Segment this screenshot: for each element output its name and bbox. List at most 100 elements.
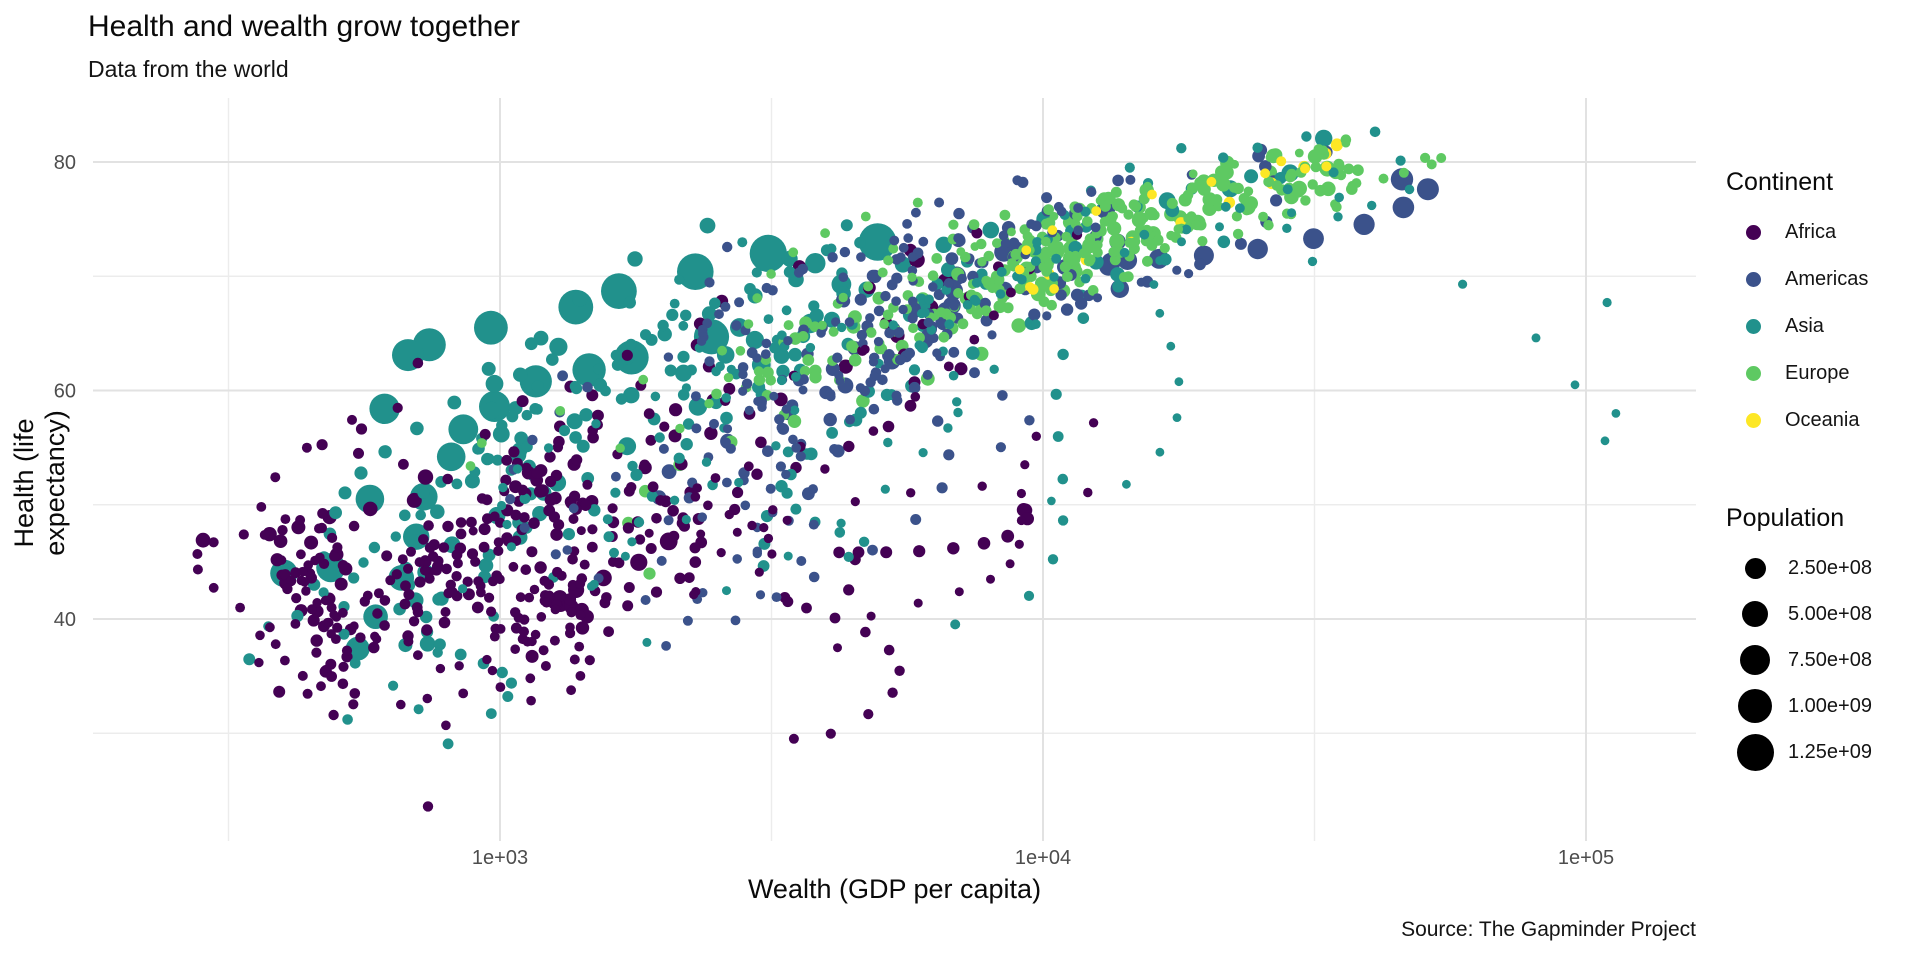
data-point bbox=[562, 545, 573, 555]
data-point bbox=[381, 550, 393, 562]
data-point bbox=[1136, 277, 1146, 287]
data-point bbox=[414, 576, 426, 588]
data-point bbox=[1128, 199, 1140, 210]
data-point bbox=[805, 342, 816, 353]
data-point bbox=[682, 418, 695, 430]
data-point bbox=[1247, 238, 1268, 260]
data-point bbox=[829, 444, 840, 455]
data-point bbox=[856, 394, 870, 408]
data-point bbox=[1025, 282, 1035, 292]
data-point bbox=[882, 420, 895, 433]
data-point bbox=[1082, 216, 1093, 227]
data-point bbox=[735, 346, 746, 356]
data-point bbox=[848, 353, 862, 367]
data-point bbox=[1188, 169, 1198, 179]
data-point bbox=[918, 236, 929, 247]
data-point bbox=[981, 275, 992, 286]
data-point bbox=[433, 555, 444, 567]
data-point bbox=[703, 500, 713, 511]
data-point bbox=[277, 525, 288, 536]
data-point bbox=[280, 655, 290, 666]
data-point bbox=[860, 626, 871, 638]
data-point bbox=[913, 598, 923, 608]
data-point bbox=[765, 483, 776, 494]
data-point bbox=[1215, 222, 1224, 232]
data-point bbox=[1177, 237, 1186, 247]
data-point bbox=[563, 593, 577, 606]
data-point bbox=[788, 434, 798, 445]
data-point bbox=[543, 443, 554, 453]
x-axis-title: Wealth (GDP per capita) bbox=[747, 874, 1042, 904]
data-point bbox=[986, 574, 995, 584]
data-point bbox=[1080, 206, 1091, 217]
legend-item-pop-1.00e+09: 1.00e+09 bbox=[1726, 683, 1872, 729]
data-point bbox=[928, 282, 938, 292]
data-point bbox=[1149, 280, 1159, 289]
data-point bbox=[265, 622, 275, 633]
population-key-cell bbox=[1726, 689, 1784, 723]
data-point bbox=[623, 296, 637, 309]
data-point bbox=[566, 685, 576, 696]
data-point bbox=[880, 484, 890, 494]
data-point bbox=[1047, 496, 1056, 506]
data-point bbox=[717, 345, 727, 356]
data-point bbox=[1263, 220, 1274, 231]
data-point bbox=[880, 364, 890, 374]
data-point bbox=[505, 494, 516, 505]
data-point bbox=[850, 497, 860, 507]
continent-key-cell bbox=[1726, 319, 1781, 334]
data-point bbox=[1112, 280, 1125, 293]
data-point bbox=[761, 338, 772, 349]
data-point bbox=[314, 523, 324, 534]
oceania-color-dot-icon bbox=[1746, 413, 1761, 428]
data-point bbox=[755, 590, 766, 600]
data-point bbox=[406, 492, 422, 508]
data-point bbox=[711, 388, 722, 400]
data-point bbox=[996, 266, 1007, 277]
data-point bbox=[936, 482, 948, 494]
data-point bbox=[867, 544, 878, 556]
data-point bbox=[625, 338, 637, 350]
data-point bbox=[661, 641, 671, 651]
continent-label: Africa bbox=[1785, 221, 1837, 243]
data-point bbox=[492, 454, 504, 466]
data-point bbox=[995, 289, 1006, 299]
africa-color-dot-icon bbox=[1746, 225, 1761, 240]
data-point bbox=[880, 546, 893, 559]
data-point bbox=[701, 457, 712, 467]
data-point bbox=[493, 537, 504, 547]
continent-label: Americas bbox=[1785, 268, 1869, 290]
data-point bbox=[615, 393, 628, 405]
population-legend-title: Population bbox=[1726, 504, 1845, 532]
data-point bbox=[895, 354, 906, 366]
data-point bbox=[494, 574, 505, 585]
data-point bbox=[575, 610, 586, 620]
data-point bbox=[997, 390, 1008, 401]
data-point bbox=[661, 464, 677, 479]
data-point bbox=[1001, 529, 1015, 543]
data-point bbox=[1570, 380, 1580, 390]
data-point bbox=[898, 242, 909, 253]
continent-key-cell bbox=[1726, 413, 1781, 428]
data-point bbox=[591, 419, 601, 429]
data-point bbox=[1014, 264, 1025, 275]
data-point bbox=[441, 563, 452, 575]
data-point bbox=[690, 492, 701, 502]
data-point bbox=[568, 514, 579, 524]
data-point bbox=[1050, 388, 1062, 400]
data-point bbox=[680, 309, 692, 321]
data-point bbox=[1053, 241, 1064, 252]
data-point bbox=[657, 319, 669, 332]
data-point bbox=[802, 354, 815, 366]
data-point bbox=[474, 310, 508, 345]
data-point bbox=[737, 362, 749, 373]
data-point bbox=[372, 634, 382, 644]
data-point bbox=[1252, 149, 1265, 163]
data-point bbox=[421, 624, 433, 636]
data-point bbox=[195, 532, 211, 548]
data-point bbox=[645, 434, 657, 446]
data-point bbox=[883, 255, 894, 266]
data-point bbox=[243, 653, 256, 666]
data-point bbox=[1063, 250, 1074, 261]
data-point bbox=[1352, 164, 1364, 176]
